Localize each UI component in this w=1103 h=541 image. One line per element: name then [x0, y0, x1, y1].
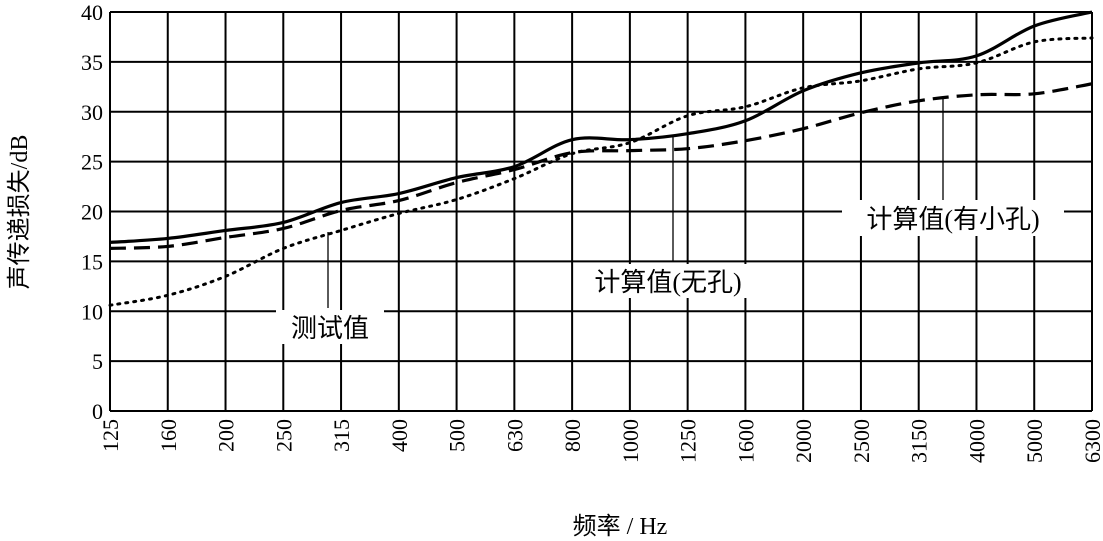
y-tick-label: 25	[81, 150, 103, 175]
y-tick-label: 5	[92, 349, 103, 374]
y-tick-label: 15	[81, 249, 103, 274]
x-tick-label: 3150	[907, 419, 932, 463]
x-tick-label: 630	[502, 419, 527, 452]
x-tick-label: 6300	[1080, 419, 1103, 463]
y-axis-label: 声传递损失/dB	[6, 135, 33, 290]
y-tick-labels: 0 5 10 15 20 25 30 35 40	[81, 0, 103, 424]
annotation-label-no-hole: 计算值(无孔)	[594, 268, 741, 297]
x-tick-label: 1600	[733, 419, 758, 463]
x-tick-label: 400	[387, 419, 412, 452]
annotation-bg-small-hole	[842, 200, 1064, 236]
annotation-label-test: 测试值	[291, 314, 369, 343]
y-tick-label: 20	[81, 200, 103, 225]
annotation-bg-no-hole	[574, 264, 762, 298]
x-tick-label: 2000	[791, 419, 816, 463]
series-lines	[108, 10, 1094, 307]
x-tick-labels: 125 160 200 250 315 400 500 630 800 1000 1250 1600 2…	[98, 419, 1103, 463]
x-tick-label: 800	[560, 419, 585, 452]
x-tick-label: 250	[271, 419, 296, 452]
y-tick-label: 10	[81, 299, 103, 324]
x-tick-label: 125	[98, 419, 123, 452]
y-tick-label: 35	[81, 50, 103, 75]
x-tick-label: 1250	[676, 419, 701, 463]
annotations: 测试值 计算值(无孔) 计算值(有小孔)	[276, 97, 1064, 344]
x-tick-label: 5000	[1022, 419, 1047, 463]
x-tick-label: 315	[329, 419, 354, 452]
y-tick-label: 40	[81, 0, 103, 25]
y-tick-label: 30	[81, 100, 103, 125]
series-line-dotted	[108, 36, 1094, 307]
x-tick-label: 200	[214, 419, 239, 452]
series-line-solid	[109, 10, 1093, 245]
x-tick-label: 1000	[618, 419, 643, 463]
x-axis-label: 频率 / Hz	[573, 513, 668, 540]
x-tick-label: 4000	[964, 419, 989, 463]
y-tick-label: 0	[92, 399, 103, 424]
x-tick-label: 160	[156, 419, 181, 452]
x-tick-label: 2500	[849, 419, 874, 463]
series-line-dashed	[109, 82, 1093, 251]
x-tick-label: 500	[445, 419, 470, 452]
annotation-bg-test	[276, 310, 384, 344]
annotation-label-small-hole: 计算值(有小孔)	[866, 205, 1039, 234]
